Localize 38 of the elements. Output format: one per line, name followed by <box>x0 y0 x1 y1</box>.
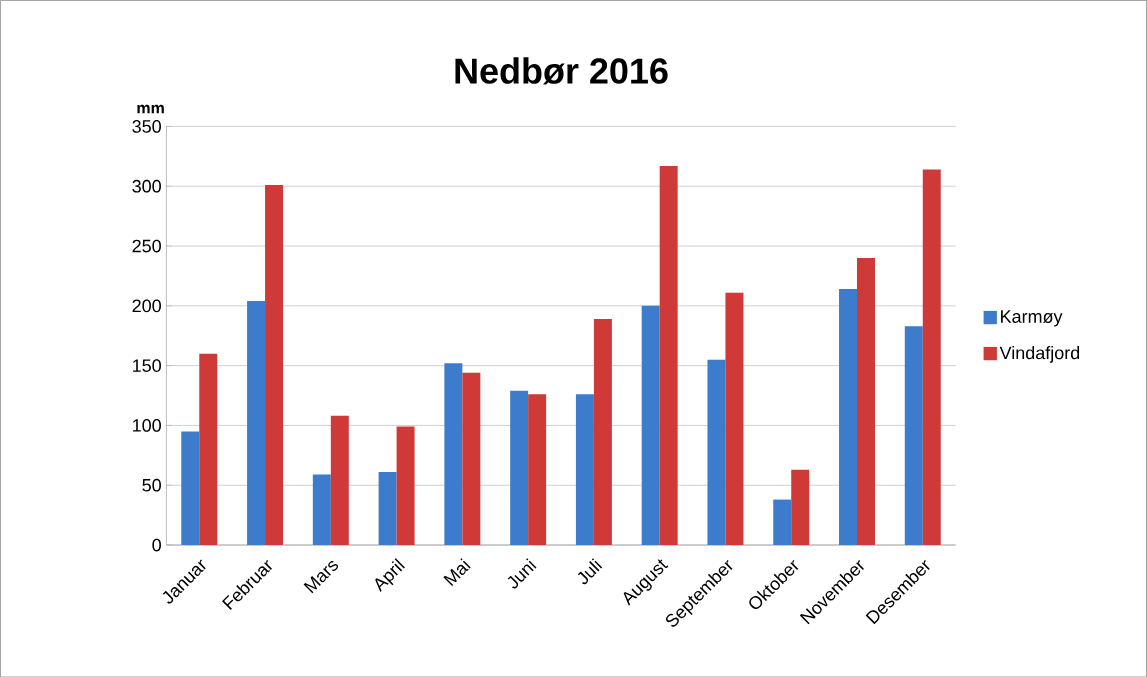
bar <box>707 359 726 545</box>
bar <box>510 390 529 545</box>
bar <box>462 372 481 545</box>
bar <box>725 292 744 545</box>
y-tick-label: 250 <box>132 239 161 253</box>
y-tick-label: 100 <box>133 418 161 432</box>
bar <box>773 499 792 545</box>
legend-label: Vindafjord <box>999 345 1080 363</box>
bar <box>378 471 397 545</box>
bar <box>593 318 612 545</box>
bar <box>791 469 810 545</box>
bar <box>396 426 415 545</box>
bar <box>922 169 941 545</box>
bar <box>247 300 266 545</box>
bar <box>528 394 547 545</box>
bar <box>904 325 923 545</box>
bar <box>659 165 678 545</box>
chart-title: Nedbør 2016 <box>455 57 668 85</box>
bar <box>575 394 594 545</box>
y-tick-label: 300 <box>132 179 161 193</box>
bar <box>199 353 218 545</box>
bar <box>857 257 875 545</box>
bar <box>839 288 857 545</box>
y-tick-label: 200 <box>132 299 161 312</box>
bar <box>641 305 660 545</box>
bar <box>181 431 200 545</box>
y-tick-label: 0 <box>152 538 161 552</box>
bar <box>330 415 349 545</box>
bar <box>312 474 331 545</box>
y-axis-title: mm <box>137 104 164 114</box>
y-tick-label: 150 <box>133 359 161 372</box>
y-tick-label: 50 <box>142 478 161 492</box>
bar <box>444 363 463 545</box>
x-tick-label: Juli <box>577 558 603 584</box>
x-tick-label: Mai <box>443 558 471 586</box>
y-tick-label: 350 <box>132 119 161 133</box>
bar <box>265 184 284 545</box>
legend-label: Karmøy <box>1001 310 1063 327</box>
